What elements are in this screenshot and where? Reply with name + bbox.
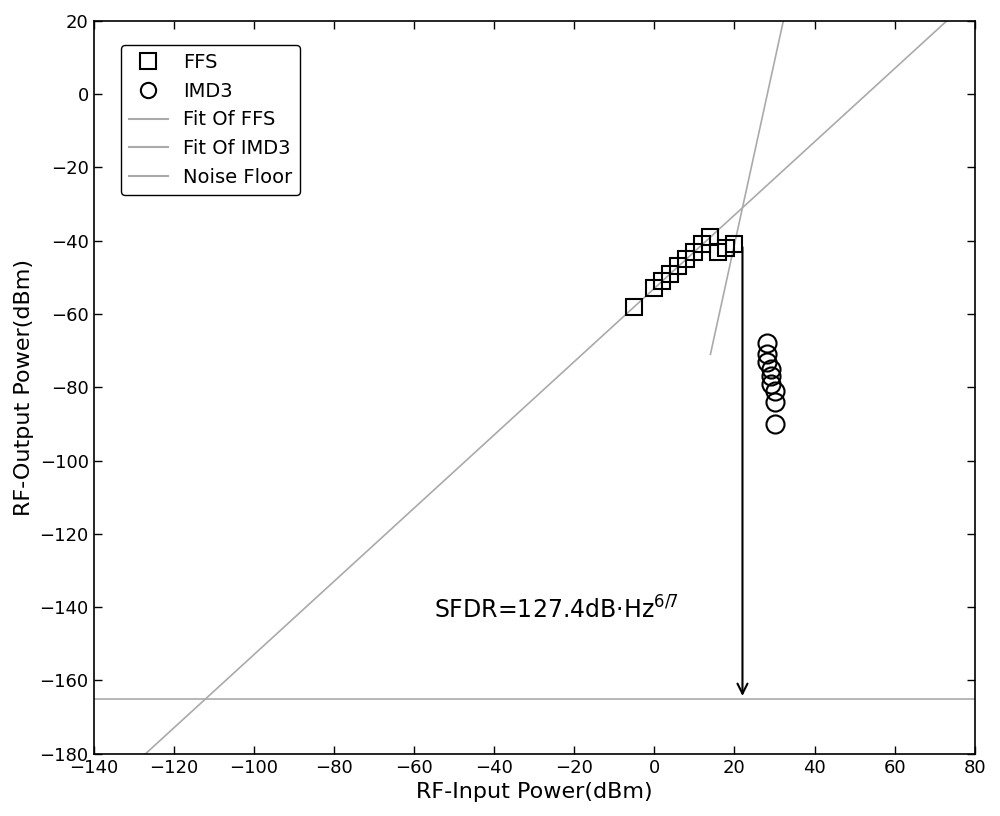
Text: SFDR=127.4dB$\cdot$Hz$^{6/7}$: SFDR=127.4dB$\cdot$Hz$^{6/7}$ xyxy=(434,596,679,623)
Legend: FFS, IMD3, Fit Of FFS, Fit Of IMD3, Noise Floor: FFS, IMD3, Fit Of FFS, Fit Of IMD3, Nois… xyxy=(121,45,300,195)
X-axis label: RF-Input Power(dBm): RF-Input Power(dBm) xyxy=(416,782,652,802)
Y-axis label: RF-Output Power(dBm): RF-Output Power(dBm) xyxy=(14,259,34,516)
